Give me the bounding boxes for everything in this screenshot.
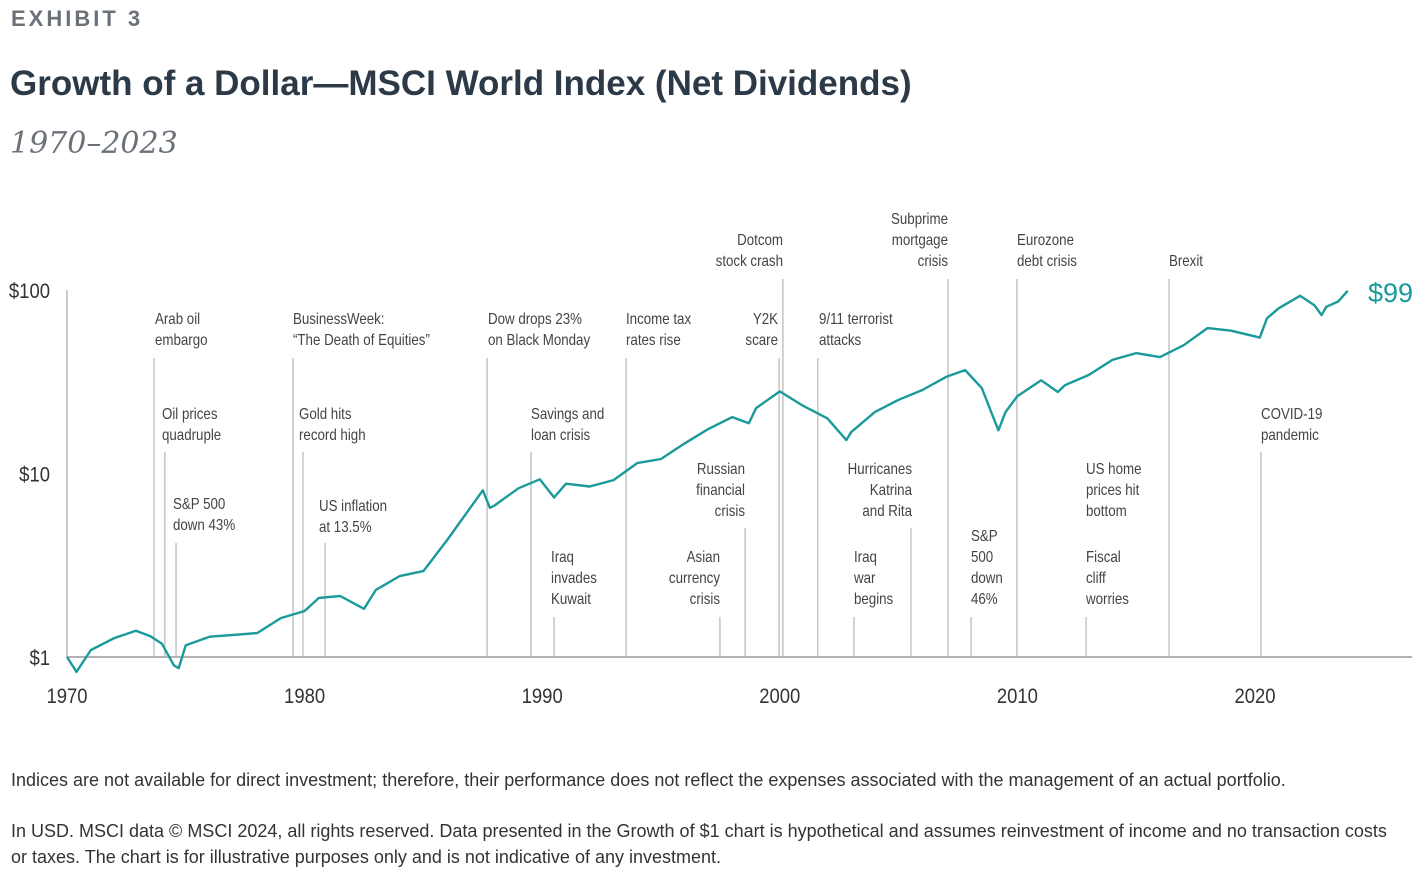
event-label-line: embargo <box>155 332 208 349</box>
event-label-line: mortgage <box>892 232 948 249</box>
event-label-line: quadruple <box>162 427 221 444</box>
event-label-line: “The Death of Equities” <box>293 332 430 349</box>
event-label-line: scare <box>745 332 778 349</box>
event-label-line: Dotcom <box>737 232 783 249</box>
event-label-line: US inflation <box>319 498 387 515</box>
event-label-line: war <box>853 570 876 587</box>
event-label: Gold hits record high <box>299 406 366 444</box>
event-label: Fiscal cliff worries <box>1085 549 1129 608</box>
event-label: Dotcom stock crash <box>716 232 783 270</box>
event-label-line: attacks <box>819 332 861 349</box>
event-label: Oil prices quadruple <box>162 406 221 444</box>
x-tick-label: 1970 <box>46 685 87 708</box>
event-label-line: stock crash <box>716 253 783 270</box>
event-label-line: Brexit <box>1169 253 1203 270</box>
event-label: US home prices hit bottom <box>1086 461 1142 520</box>
event-label-line: S&P <box>971 528 998 545</box>
event-label: Iraq invades Kuwait <box>551 549 597 608</box>
event-label-line: US home <box>1086 461 1142 478</box>
event-label: BusinessWeek: “The Death of Equities” <box>293 311 430 349</box>
event-label-line: Gold hits <box>299 406 352 423</box>
event-label: Subprime mortgage crisis <box>891 211 948 270</box>
event-label: S&P 500 down 46% <box>971 528 1003 608</box>
event-label-line: loan crisis <box>531 427 590 444</box>
event-label-line: Subprime <box>891 211 948 228</box>
y-tick-label: $1 <box>29 647 50 670</box>
event-label-line: crisis <box>690 591 720 608</box>
y-tick-label: $100 <box>9 280 50 303</box>
event-label-line: Y2K <box>753 311 779 328</box>
event-label-line: S&P 500 <box>173 496 225 513</box>
event-label-line: on Black Monday <box>488 332 591 349</box>
event-label-line: 46% <box>971 591 998 608</box>
event-label: COVID-19 pandemic <box>1261 406 1322 444</box>
event-label-line: Russian <box>697 461 745 478</box>
event-label-line: Asian <box>687 549 720 566</box>
event-label-line: Kuwait <box>551 591 591 608</box>
event-label-line: 9/11 terrorist <box>819 311 893 328</box>
event-label-line: crisis <box>918 253 948 270</box>
x-tick-label: 1990 <box>522 685 563 708</box>
event-label: Russian financial crisis <box>696 461 745 520</box>
event-label-line: invades <box>551 570 597 587</box>
event-label: S&P 500 down 43% <box>173 496 235 534</box>
end-value-label: $99 <box>1368 278 1413 308</box>
event-label-line: down 43% <box>173 517 235 534</box>
event-label-line: prices hit <box>1086 482 1139 499</box>
event-label: Income tax rates rise <box>626 311 692 349</box>
event-label-line: Hurricanes <box>848 461 912 478</box>
event-label-line: Eurozone <box>1017 232 1074 249</box>
event-label-line: Oil prices <box>162 406 217 423</box>
event-label-line: Katrina <box>870 482 913 499</box>
event-label: Arab oil embargo <box>155 311 208 349</box>
event-label-line: Fiscal <box>1086 549 1121 566</box>
event-label: Iraq war begins <box>853 549 893 608</box>
event-label-line: begins <box>854 591 893 608</box>
event-label-line: and Rita <box>862 503 912 520</box>
x-tick-label: 2020 <box>1234 685 1275 708</box>
x-tick-label: 2010 <box>997 685 1038 708</box>
msci-world-series-line <box>65 290 1349 673</box>
event-label-line: COVID-19 <box>1261 406 1322 423</box>
x-tick-label: 1980 <box>284 685 325 708</box>
event-label-line: 500 <box>971 549 993 566</box>
event-label: Dow drops 23% on Black Monday <box>488 311 591 349</box>
chart-subtitle: 1970–2023 <box>10 126 178 161</box>
event-label-line: BusinessWeek: <box>293 311 385 328</box>
event-label-line: at 13.5% <box>319 519 372 536</box>
event-label-line: Arab oil <box>155 311 200 328</box>
event-label-line: Income tax <box>626 311 692 328</box>
event-label-line: bottom <box>1086 503 1127 520</box>
event-label-line: Dow drops 23% <box>488 311 582 328</box>
event-label: Y2K scare <box>745 311 778 349</box>
x-tick-label: 2000 <box>759 685 800 708</box>
event-label: 9/11 terrorist attacks <box>819 311 893 349</box>
event-label: Brexit <box>1169 253 1203 270</box>
event-label-line: crisis <box>715 503 745 520</box>
footnote-1: Indices are not available for direct inv… <box>11 770 1286 790</box>
event-label: US inflation at 13.5% <box>319 498 387 536</box>
event-label-line: cliff <box>1086 570 1107 587</box>
event-label-line: Savings and <box>531 406 604 423</box>
chart-title: Growth of a Dollar—MSCI World Index (Net… <box>10 64 912 103</box>
event-label-line: debt crisis <box>1017 253 1077 270</box>
footnote-2: In USD. MSCI data © MSCI 2024, all right… <box>11 821 1387 867</box>
event-label: Eurozone debt crisis <box>1017 232 1077 270</box>
event-label-line: record high <box>299 427 366 444</box>
event-label-line: pandemic <box>1261 427 1319 444</box>
growth-chart: $1 $10 $100 1970 1980 1990 2000 2010 2020 Arab oi… <box>9 211 1413 708</box>
event-label-line: currency <box>669 570 721 587</box>
event-label-line: Iraq <box>551 549 574 566</box>
event-label-line: down <box>971 570 1003 587</box>
event-label: Savings and loan crisis <box>531 406 604 444</box>
exhibit-label: EXHIBIT 3 <box>11 6 144 31</box>
event-label-line: worries <box>1085 591 1129 608</box>
event-label-line: financial <box>696 482 745 499</box>
event-label: Hurricanes Katrina and Rita <box>848 461 913 520</box>
event-label-line: rates rise <box>626 332 681 349</box>
event-label-line: Iraq <box>854 549 877 566</box>
y-tick-label: $10 <box>19 463 50 486</box>
event-label: Asian currency crisis <box>669 549 721 608</box>
